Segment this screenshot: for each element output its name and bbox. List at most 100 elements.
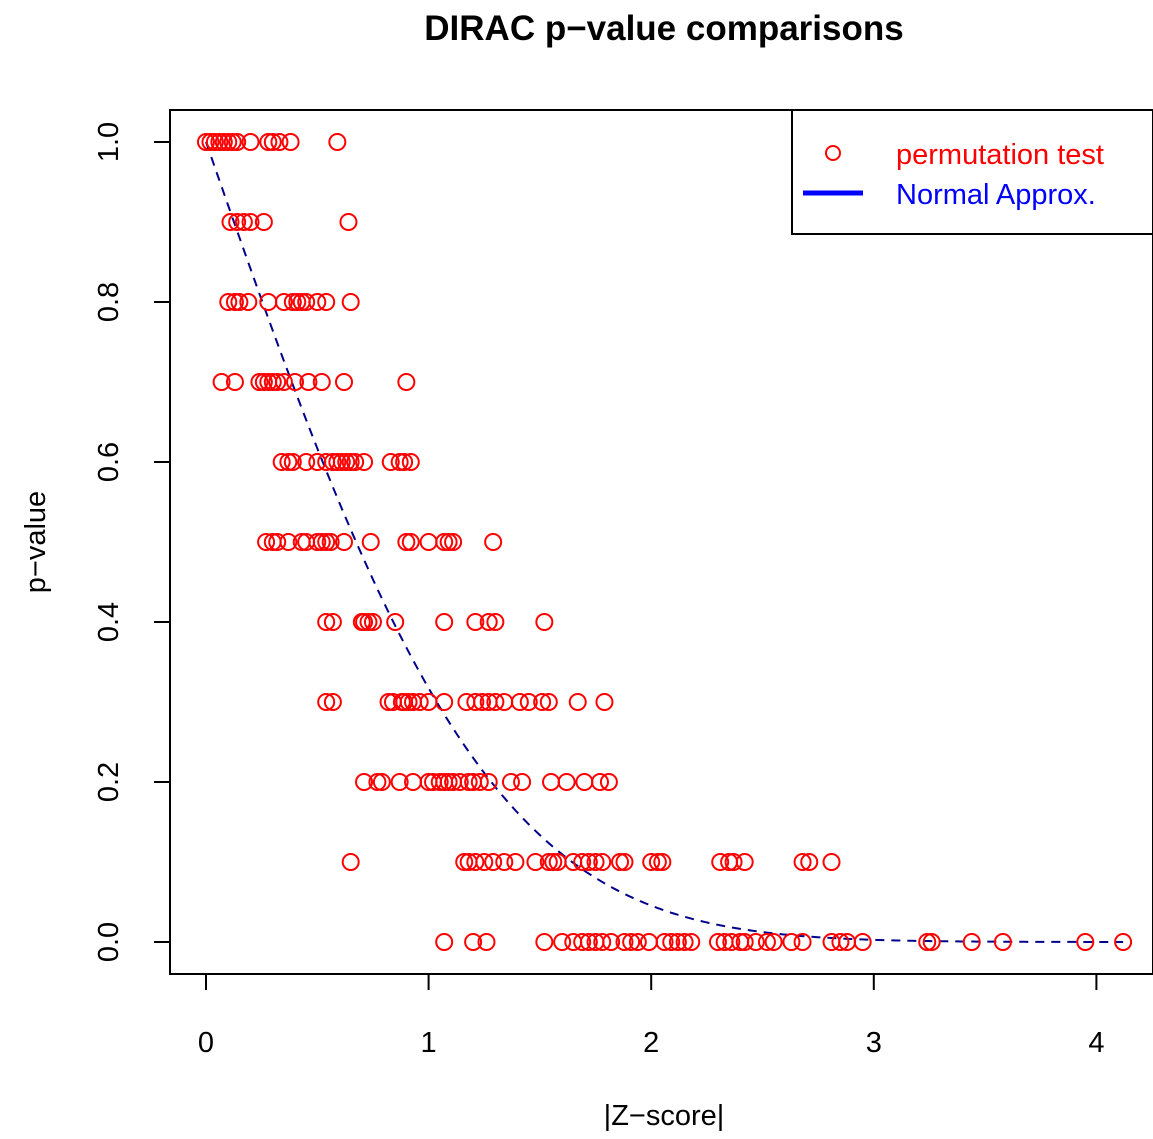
- data-point: [372, 773, 391, 791]
- data-point: [323, 693, 342, 711]
- permutation-test-series: [197, 133, 1133, 951]
- data-point: [308, 533, 327, 551]
- data-point: [390, 773, 409, 791]
- y-tick-label: 0.0: [93, 922, 125, 962]
- data-point: [575, 773, 594, 791]
- data-point: [254, 373, 273, 391]
- data-point: [241, 133, 260, 151]
- data-point: [573, 853, 592, 871]
- data-point: [317, 613, 336, 631]
- data-point: [470, 773, 489, 791]
- data-point: [439, 773, 458, 791]
- data-point: [395, 453, 414, 471]
- data-point: [270, 133, 289, 151]
- data-point: [993, 933, 1012, 951]
- data-point: [312, 373, 331, 391]
- data-point: [444, 533, 463, 551]
- data-point: [221, 213, 240, 231]
- data-point: [272, 453, 291, 471]
- data-point: [401, 453, 420, 471]
- data-point: [230, 293, 249, 311]
- data-point: [397, 373, 416, 391]
- data-point: [662, 933, 681, 951]
- data-point: [214, 133, 233, 151]
- data-point: [782, 933, 801, 951]
- legend-marker-permutation-test: [825, 145, 841, 161]
- data-point: [544, 853, 563, 871]
- data-point: [228, 213, 247, 231]
- data-point: [519, 693, 538, 711]
- data-point: [225, 373, 244, 391]
- data-point: [486, 693, 505, 711]
- data-point: [922, 933, 941, 951]
- data-point: [435, 613, 454, 631]
- y-tick-label: 0.8: [93, 282, 125, 322]
- legend-label-normal-approx: Normal Approx.: [896, 179, 1096, 211]
- normal-approx-curve: [205, 141, 1124, 943]
- data-point: [539, 853, 558, 871]
- data-point: [332, 453, 351, 471]
- data-point: [599, 773, 618, 791]
- data-point: [337, 453, 356, 471]
- data-point: [219, 293, 238, 311]
- data-point: [286, 373, 305, 391]
- data-point: [793, 853, 812, 871]
- data-point: [439, 533, 458, 551]
- y-tick-label: 0.4: [93, 602, 125, 642]
- data-point: [793, 933, 812, 951]
- data-point: [288, 293, 307, 311]
- data-point: [495, 853, 514, 871]
- data-point: [297, 293, 316, 311]
- data-point: [622, 933, 641, 951]
- data-point: [642, 853, 661, 871]
- data-point: [297, 453, 316, 471]
- data-point: [501, 773, 520, 791]
- chart-title: DIRAC p−value comparisons: [424, 9, 903, 48]
- data-point: [724, 853, 743, 871]
- data-point: [668, 933, 687, 951]
- data-point: [225, 293, 244, 311]
- data-point: [312, 533, 331, 551]
- data-point: [323, 453, 342, 471]
- data-point: [368, 773, 387, 791]
- data-point: [435, 933, 454, 951]
- data-point: [317, 533, 336, 551]
- x-axis: 0 1 2 3 4: [198, 973, 1104, 1059]
- data-point: [526, 853, 545, 871]
- data-point: [746, 933, 765, 951]
- data-point: [506, 853, 525, 871]
- data-point: [484, 533, 503, 551]
- data-point: [708, 933, 727, 951]
- data-point: [568, 693, 587, 711]
- data-point: [335, 533, 354, 551]
- data-point: [475, 853, 494, 871]
- data-point: [341, 453, 360, 471]
- data-point: [455, 853, 474, 871]
- data-point: [268, 533, 287, 551]
- data-point: [197, 133, 215, 151]
- data-point: [682, 933, 701, 951]
- data-point: [586, 853, 605, 871]
- data-point: [466, 693, 485, 711]
- data-point: [317, 693, 336, 711]
- data-point: [341, 853, 360, 871]
- data-point: [1114, 933, 1133, 951]
- data-point: [853, 933, 872, 951]
- data-point: [435, 533, 454, 551]
- data-point: [484, 853, 503, 871]
- data-point: [239, 293, 258, 311]
- data-point: [259, 293, 278, 311]
- data-point: [918, 933, 937, 951]
- data-point: [410, 693, 429, 711]
- data-point: [473, 693, 492, 711]
- y-tick-label: 0.2: [93, 762, 125, 802]
- data-point: [648, 853, 667, 871]
- data-point: [363, 613, 382, 631]
- legend: permutation test Normal Approx.: [791, 109, 1153, 235]
- data-point: [254, 213, 273, 231]
- data-point: [764, 933, 783, 951]
- data-point: [399, 693, 418, 711]
- data-point: [466, 853, 485, 871]
- data-point: [579, 853, 598, 871]
- data-point: [486, 613, 505, 631]
